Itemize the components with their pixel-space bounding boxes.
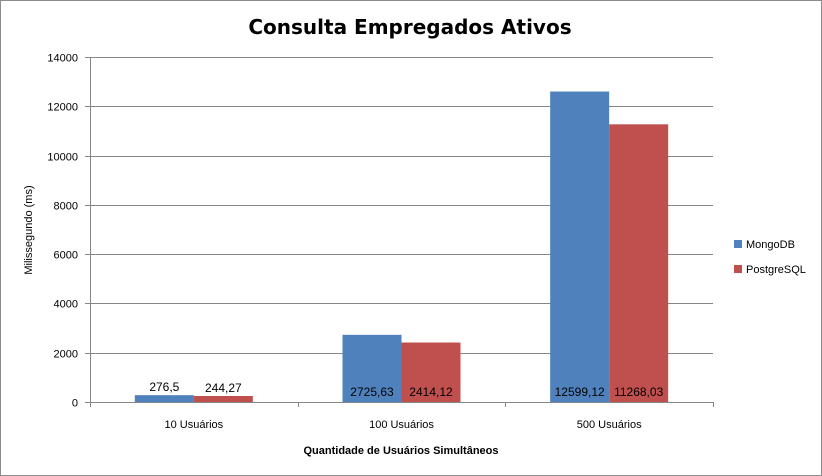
x-tick-label: 500 Usuários — [577, 419, 642, 431]
bar — [609, 124, 669, 402]
y-tick-label: 2000 — [54, 349, 78, 361]
bars — [134, 91, 669, 403]
legend: MongoDB PostgreSQL — [734, 239, 806, 276]
bar — [342, 334, 402, 402]
data-labels: 276,5 244,27 2725,63 2414,12 12599,12 11268,0… — [149, 380, 663, 399]
bar — [193, 395, 253, 402]
x-tick-label: 100 Usuários — [369, 419, 434, 431]
data-label: 276,5 — [149, 380, 179, 394]
data-label: 12599,12 — [555, 385, 605, 399]
legend-label: MongoDB — [746, 239, 795, 251]
x-tick-label: 10 Usuários — [164, 419, 223, 431]
legend-swatch — [734, 265, 742, 273]
x-axis-title: Quantidade de Usuários Simultâneos — [304, 445, 499, 457]
legend-swatch — [734, 240, 742, 248]
data-label: 244,27 — [205, 381, 242, 395]
chart-title: Consulta Empregados Ativos — [248, 15, 571, 39]
data-label: 2725,63 — [350, 385, 394, 399]
y-tick-label: 6000 — [54, 250, 78, 262]
y-tick-label: 0 — [72, 398, 78, 410]
data-label: 2414,12 — [409, 385, 453, 399]
legend-label: PostgreSQL — [746, 264, 806, 276]
axes — [90, 57, 714, 407]
y-tick-label: 12000 — [47, 102, 78, 114]
y-tick-label: 4000 — [54, 299, 78, 311]
bar — [401, 342, 461, 402]
bar — [550, 91, 610, 403]
y-tick-label: 10000 — [47, 152, 78, 164]
y-tick-labels: 0 2000 4000 6000 8000 10000 12000 14000 — [47, 53, 78, 410]
y-axis-title: Milissegundo (ms) — [23, 185, 35, 274]
data-label: 11268,03 — [614, 385, 663, 399]
x-tick-labels: 10 Usuários 100 Usuários 500 Usuários — [164, 419, 642, 431]
bar — [134, 395, 194, 402]
y-tick-label: 14000 — [47, 53, 78, 65]
y-tick-label: 8000 — [54, 201, 78, 213]
